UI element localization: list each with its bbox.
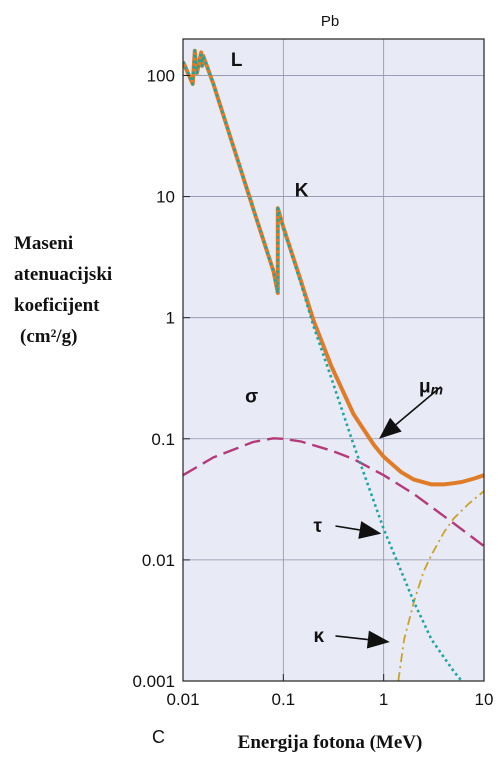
y-axis-label: Maseni atenuacijski koeficijent (cm²/g) (14, 228, 174, 352)
y-tick-label: 0.001 (132, 672, 175, 691)
y-tick-label: 1 (166, 309, 175, 328)
pointer-arrow-head (379, 417, 402, 439)
panel-label: C (152, 727, 165, 747)
series-line-dashed (183, 437, 484, 548)
chart-title: Pb (321, 13, 339, 30)
y-axis-label-line: atenuacijski (14, 264, 113, 285)
y-tick-label: 0.1 (151, 430, 175, 449)
y-axis-label-line: koeficijent (14, 295, 100, 316)
plot-frame (182, 38, 485, 682)
series-label: κ (313, 626, 324, 647)
series-label: μm (419, 377, 443, 398)
edge-label: K (295, 181, 309, 202)
x-tick-label: 0.1 (272, 690, 296, 709)
annotations: L Kσ μm τ κ (231, 50, 443, 649)
pointer-arrow-shaft (335, 525, 360, 531)
series-label: τ (313, 516, 322, 537)
y-axis-label-line: Maseni (14, 233, 74, 254)
x-tick-label: 1 (379, 690, 388, 709)
pointer-arrow-head (358, 521, 382, 539)
x-tick-label: 10 (475, 690, 494, 709)
y-tick-label: 10 (156, 188, 175, 207)
y-tick-label: 0.01 (142, 551, 175, 570)
edge-label: L (231, 50, 243, 71)
grid (183, 39, 484, 681)
x-tick-label: 0.01 (166, 690, 199, 709)
y-tick-label: 100 (147, 66, 175, 85)
series-layer (183, 48, 484, 681)
x-axis-label: Energija fotona (MeV) (238, 732, 423, 753)
pointer-arrow-shaft (395, 386, 442, 426)
y-axis-label-unit: (cm²/g) (20, 326, 78, 347)
pointer-arrow-head (366, 630, 390, 649)
pointer-arrow-shaft (335, 635, 368, 641)
series-label: σ (245, 386, 258, 407)
series-line-dotted (183, 49, 463, 681)
